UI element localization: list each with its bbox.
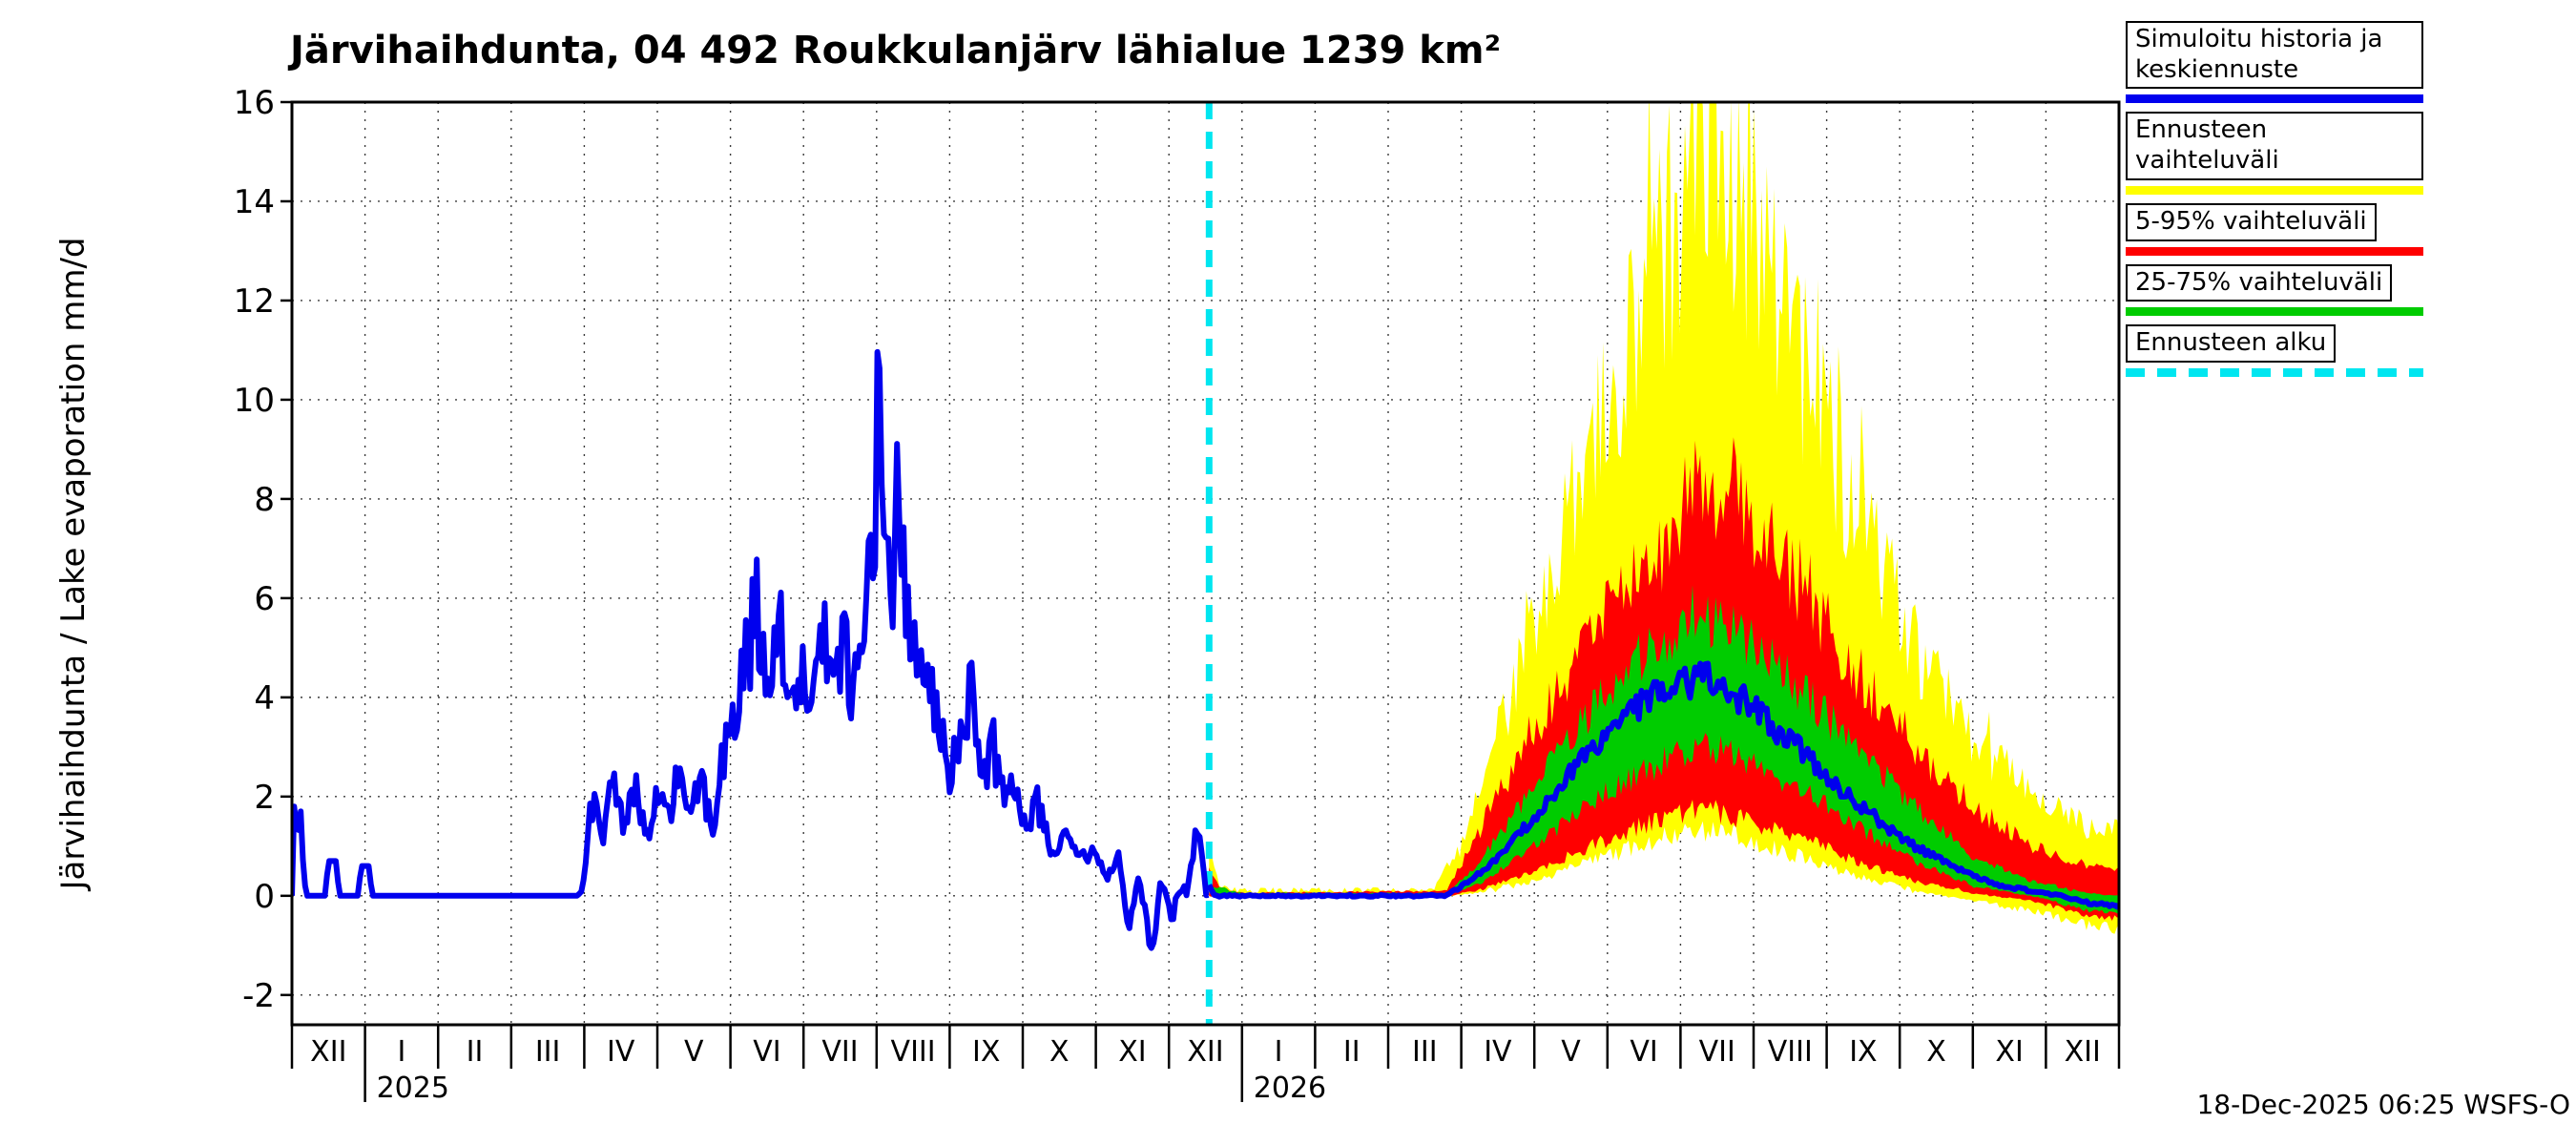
month-label: VI	[753, 1035, 780, 1069]
month-label: IX	[972, 1035, 1000, 1069]
legend-cyan-dashed-line-swatch	[2126, 368, 2423, 378]
month-label: X	[1926, 1035, 1946, 1069]
y-tick-label: 0	[254, 878, 275, 916]
y-tick-label: 2	[254, 779, 275, 817]
month-label: X	[1049, 1035, 1070, 1069]
legend-item-label: 25-75% vaihteluväli	[2126, 263, 2393, 302]
legend-blue-line-swatch	[2126, 94, 2423, 104]
month-label: V	[1561, 1035, 1581, 1069]
month-label: I	[1275, 1035, 1283, 1069]
legend-red-line-swatch	[2126, 246, 2423, 256]
month-label: VI	[1630, 1035, 1657, 1069]
forecast-median-line	[1206, 660, 2119, 910]
month-label: IV	[1484, 1035, 1512, 1069]
y-tick-label: 8	[254, 481, 275, 519]
legend-item-forecast-start: Ennusteen alku	[2126, 324, 2431, 378]
legend-yellow-line-swatch	[2126, 185, 2423, 195]
history-line	[292, 348, 1210, 951]
legend-item-label: Simuloitu historia ja keskiennuste	[2126, 21, 2423, 90]
month-label: XII	[2065, 1035, 2101, 1069]
month-label: VIII	[1768, 1035, 1813, 1069]
month-label: XII	[1187, 1035, 1223, 1069]
month-label: VIII	[891, 1035, 936, 1069]
year-label: 2025	[377, 1072, 449, 1105]
chart-legend: Simuloitu historia ja keskiennuste Ennus…	[2126, 21, 2431, 385]
month-label: II	[1343, 1035, 1361, 1069]
legend-item-label: 5-95% vaihteluväli	[2126, 202, 2377, 241]
y-tick-label: 4	[254, 679, 275, 718]
legend-item-label: Ennusteen alku	[2126, 324, 2337, 364]
legend-item-simulated-history: Simuloitu historia ja keskiennuste	[2126, 21, 2431, 104]
legend-item-25-75-range: 25-75% vaihteluväli	[2126, 263, 2431, 317]
y-axis-label: Järvihaihdunta / Lake evaporation mm/d	[54, 238, 93, 892]
year-label: 2026	[1254, 1072, 1326, 1105]
month-label: III	[1412, 1035, 1438, 1069]
y-tick-label: 12	[234, 282, 275, 321]
legend-item-5-95-range: 5-95% vaihteluväli	[2126, 202, 2431, 256]
month-label: VII	[1699, 1035, 1735, 1069]
month-label: I	[397, 1035, 405, 1069]
month-label: IV	[607, 1035, 635, 1069]
y-tick-label: 14	[234, 183, 275, 221]
month-label: VII	[821, 1035, 858, 1069]
legend-item-forecast-range: Ennusteen vaihteluväli	[2126, 112, 2431, 195]
y-tick-label: 16	[234, 84, 275, 122]
y-tick-label: 6	[254, 580, 275, 618]
month-label: IX	[1849, 1035, 1877, 1069]
chart-title: Järvihaihdunta, 04 492 Roukkulanjärv läh…	[287, 29, 1501, 73]
month-label: V	[684, 1035, 704, 1069]
plot-border	[290, 100, 2121, 1027]
legend-green-line-swatch	[2126, 307, 2423, 317]
y-tick-label: 10	[234, 382, 275, 420]
month-label: II	[467, 1035, 484, 1069]
month-label: XII	[310, 1035, 346, 1069]
month-label: III	[535, 1035, 561, 1069]
legend-item-label: Ennusteen vaihteluväli	[2126, 112, 2423, 180]
month-label: XI	[1995, 1035, 2023, 1069]
y-tick-label: -2	[242, 977, 275, 1015]
month-label: XI	[1118, 1035, 1146, 1069]
generation-timestamp: 18-Dec-2025 06:25 WSFS-O	[2196, 1089, 2570, 1120]
